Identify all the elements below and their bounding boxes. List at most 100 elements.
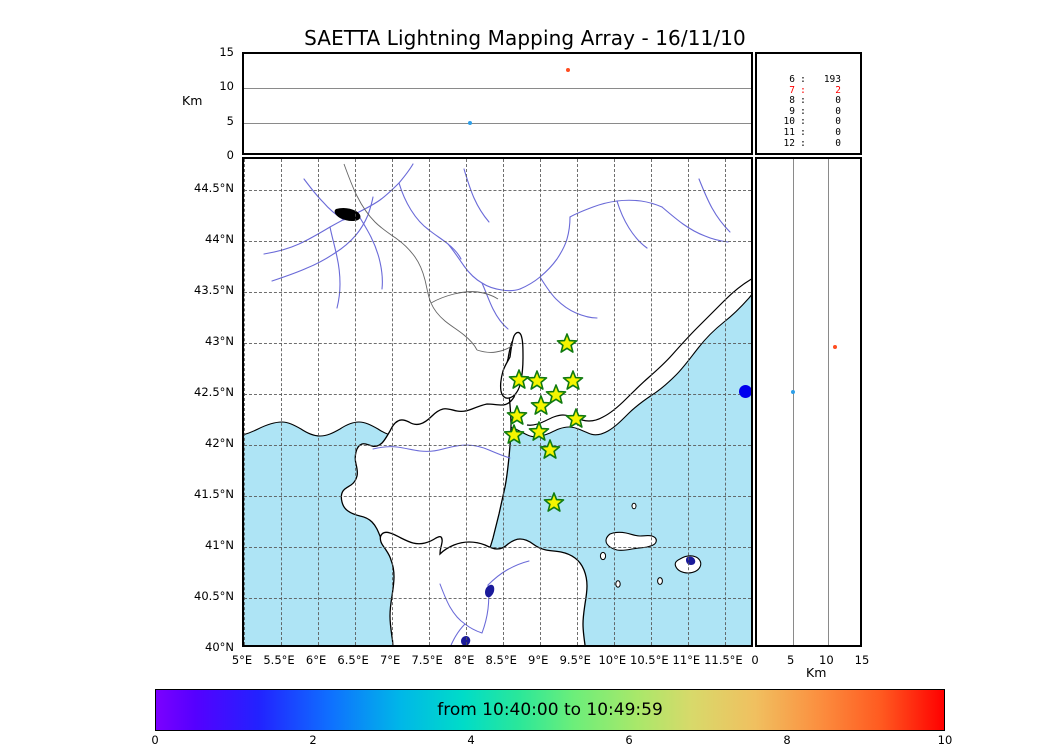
map-longitude-tick: 9.5°E bbox=[559, 653, 591, 667]
map-meridian bbox=[503, 159, 505, 645]
side-panel-x-tick: 5 bbox=[786, 653, 795, 667]
map-meridian bbox=[318, 159, 320, 645]
top-panel-gridline bbox=[244, 88, 751, 90]
sardinia-lake-2 bbox=[461, 635, 471, 645]
side-panel-source-point bbox=[790, 389, 795, 394]
page-title-text: SAETTA Lightning Mapping Array - 16/11/1… bbox=[304, 26, 746, 50]
station-count-key: 7 bbox=[789, 84, 795, 96]
map-latitude-tick: 40.5°N bbox=[194, 588, 234, 603]
altitude-vs-longitude-panel bbox=[242, 52, 753, 155]
colorbar-tick: 2 bbox=[309, 733, 317, 747]
map-parallel bbox=[244, 342, 751, 344]
map-panel[interactable] bbox=[242, 157, 753, 647]
station-count-value: 0 bbox=[835, 116, 841, 128]
station-count-row: 12: 0 bbox=[769, 137, 841, 150]
map-latitude-tick: 42.5°N bbox=[194, 384, 234, 399]
montecristo-island bbox=[615, 580, 621, 588]
lma-station-star bbox=[562, 369, 584, 396]
station-count-key: 11 bbox=[783, 126, 795, 138]
station-count-value: 0 bbox=[835, 126, 841, 138]
top-panel-source-point bbox=[566, 68, 571, 73]
colorbar-tick: 0 bbox=[151, 733, 159, 747]
map-longitude-tick: 10°E bbox=[598, 653, 627, 667]
lma-station-star bbox=[530, 395, 552, 421]
map-latitude-tick: 44.5°N bbox=[194, 180, 234, 195]
station-count-separator: : bbox=[800, 137, 806, 149]
side-panel-gridline bbox=[828, 159, 830, 645]
map-latitude-tick: 42°N bbox=[205, 435, 234, 450]
island-rivers bbox=[372, 444, 530, 645]
station-count-key: 6 bbox=[789, 74, 795, 85]
lma-station-star bbox=[503, 423, 525, 450]
page-title: SAETTA Lightning Mapping Array - 16/11/1… bbox=[0, 26, 1050, 50]
map-parallel bbox=[244, 189, 751, 191]
colorbar-tick: 8 bbox=[783, 733, 791, 747]
station-count-value: 193 bbox=[823, 74, 841, 85]
map-meridian bbox=[725, 159, 727, 645]
station-count-row: 9: 0 bbox=[769, 105, 841, 118]
colorbar-time-range-label: from 10:40:00 to 10:49:59 bbox=[437, 700, 663, 720]
coastal-cape bbox=[334, 207, 361, 222]
lma-station-star bbox=[528, 420, 550, 447]
station-count-row: 6: 193 bbox=[769, 74, 841, 86]
station-count-separator: : bbox=[800, 126, 806, 138]
station-count-value: 0 bbox=[835, 137, 841, 149]
top-panel-y-tick: 15 bbox=[219, 45, 234, 59]
lma-station-star bbox=[545, 384, 567, 410]
map-longitude-tick: 10.5°E bbox=[630, 653, 669, 667]
map-meridian bbox=[688, 159, 690, 645]
station-count-row: 11: 0 bbox=[769, 126, 841, 139]
top-panel-y-tick: 5 bbox=[226, 113, 234, 128]
map-latitude-tick: 41°N bbox=[205, 537, 234, 552]
map-longitude-tick: 5°E bbox=[231, 653, 253, 667]
lma-station-star bbox=[526, 369, 548, 396]
map-meridian bbox=[466, 159, 468, 645]
blue-marker bbox=[738, 385, 751, 399]
map-longitude-tick: 6.5°E bbox=[337, 653, 369, 667]
colorbar-gradient bbox=[155, 689, 945, 731]
map-latitude-tick: 44°N bbox=[205, 231, 234, 246]
map-longitude-tick: 11°E bbox=[672, 653, 701, 667]
map-longitude-tick: 8.5°E bbox=[485, 653, 517, 667]
map-longitude-tick: 5.5°E bbox=[263, 653, 295, 667]
map-longitude-tick: 8°E bbox=[454, 653, 475, 667]
map-meridian bbox=[429, 159, 431, 645]
lma-station-star bbox=[508, 368, 530, 395]
map-parallel bbox=[244, 597, 751, 599]
station-count-separator: : bbox=[800, 116, 806, 128]
gorgona-island bbox=[631, 502, 637, 510]
top-panel-gridline bbox=[244, 122, 751, 124]
time-colorbar[interactable]: from 10:40:00 to 10:49:59 0 2 4 6 8 10 bbox=[151, 689, 952, 747]
colorbar-tick: 10 bbox=[937, 733, 953, 747]
station-count-key: 9 bbox=[789, 105, 795, 117]
side-panel-x-tick: 10 bbox=[819, 653, 834, 667]
top-panel-y-tick: 10 bbox=[219, 79, 234, 94]
side-panel-source-point bbox=[833, 344, 838, 349]
lma-station-star bbox=[539, 439, 561, 465]
map-latitude-tick: 43°N bbox=[205, 333, 234, 348]
argentario-lagoon bbox=[686, 556, 696, 565]
station-count-key: 10 bbox=[783, 116, 795, 128]
station-count-separator: : bbox=[800, 95, 806, 107]
station-count-key: 12 bbox=[783, 137, 795, 149]
pianosa-island bbox=[657, 577, 663, 585]
map-meridian bbox=[651, 159, 653, 645]
station-count-list: 6: 193 7: 2 8: 0 9: 0 10: 0 11: 0 12: 0 bbox=[769, 74, 841, 150]
colorbar-tick: 6 bbox=[625, 733, 633, 747]
capraia-island bbox=[599, 551, 607, 561]
station-count-value: 0 bbox=[835, 95, 841, 107]
map-meridian bbox=[614, 159, 616, 645]
ligurian-coastline bbox=[526, 278, 751, 426]
map-parallel bbox=[244, 291, 751, 293]
sardinia-lake-1 bbox=[485, 584, 495, 598]
map-meridian bbox=[392, 159, 394, 645]
colorbar-tick: 4 bbox=[467, 733, 475, 747]
station-count-row: 7: 2 bbox=[769, 84, 841, 97]
top-panel-source-point bbox=[467, 121, 472, 126]
station-count-legend-panel: 6: 193 7: 2 8: 0 9: 0 10: 0 11: 0 12: 0 bbox=[755, 52, 862, 155]
station-count-row: 8: 0 bbox=[769, 96, 841, 107]
map-latitude-tick: 41.5°N bbox=[194, 486, 234, 501]
latitude-vs-altitude-panel bbox=[755, 157, 862, 647]
map-latitude-tick: 40°N bbox=[205, 640, 234, 654]
lma-station-star bbox=[506, 405, 528, 431]
